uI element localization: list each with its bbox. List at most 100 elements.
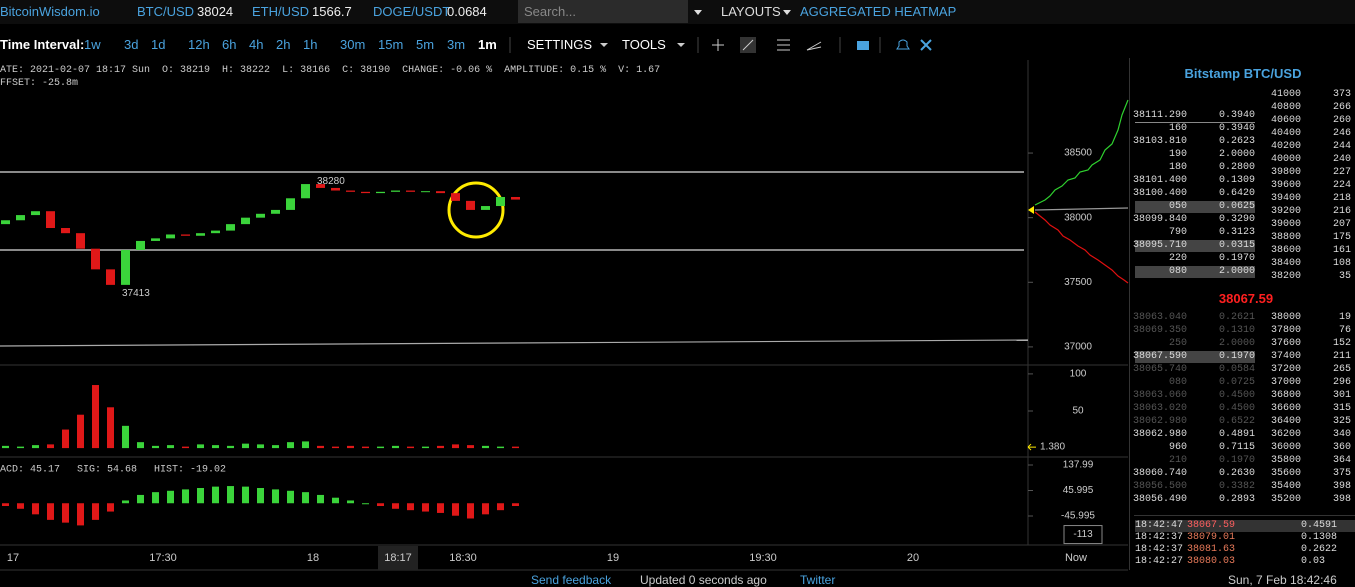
time-label: 17 xyxy=(7,552,19,564)
level-price: 40000 xyxy=(1271,154,1302,165)
candle xyxy=(226,224,235,231)
candle xyxy=(436,191,445,194)
level-count: 19 xyxy=(1338,312,1351,323)
interval-option[interactable]: 2h xyxy=(276,37,291,52)
level-row: 38000 19 xyxy=(1135,312,1355,324)
bid-row: 38062.980 0.6522 xyxy=(1133,416,1355,428)
level-row: 36000 360 xyxy=(1135,442,1355,454)
level-price: 40600 xyxy=(1271,115,1302,126)
level-price: 39800 xyxy=(1271,167,1302,178)
trade-time: 18:42:27 xyxy=(1135,556,1184,567)
bid-amount: 0.4891 xyxy=(1218,429,1255,440)
macd-hist-bar xyxy=(182,489,189,504)
ask-price: 220 xyxy=(1168,253,1187,264)
macd-current-box xyxy=(1063,525,1103,545)
tools-menu[interactable]: TOOLS xyxy=(622,37,666,52)
interval-option[interactable]: 12h xyxy=(188,37,210,52)
menu-icons xyxy=(694,10,791,15)
candle xyxy=(16,215,25,221)
level-count: 218 xyxy=(1332,193,1351,204)
interval-option[interactable]: 1m xyxy=(478,37,497,52)
interval-option[interactable]: 1h xyxy=(303,37,318,52)
info-item: L: 38166 xyxy=(282,65,331,76)
level-count: 227 xyxy=(1332,167,1351,178)
trade-time: 18:42:37 xyxy=(1135,532,1184,543)
interval-option[interactable]: 5m xyxy=(416,37,435,52)
ticker-pair[interactable]: BTC/USD xyxy=(137,4,195,19)
volume-bar xyxy=(407,446,414,449)
now-label: Now xyxy=(1065,552,1087,564)
layouts-menu[interactable]: LAYOUTS xyxy=(721,4,781,19)
level-count: 35 xyxy=(1338,271,1351,282)
level-count: 360 xyxy=(1332,442,1351,453)
level-price: 35600 xyxy=(1271,468,1302,479)
volume-bar xyxy=(272,445,279,449)
bid-row: 960 0.7115 xyxy=(1135,442,1355,454)
macd-hist-bar xyxy=(422,503,429,512)
level-row: 37200 265 xyxy=(1135,364,1355,376)
level-count: 211 xyxy=(1332,351,1351,362)
level-row: 37000 296 xyxy=(1135,377,1355,389)
bid-amount: 0.4500 xyxy=(1218,403,1255,414)
twitter-link[interactable]: Twitter xyxy=(800,573,836,587)
feedback-link[interactable]: Send feedback xyxy=(531,573,612,587)
level-row: 35600 375 xyxy=(1135,468,1355,480)
macd-tick-label: -45.995 xyxy=(1061,511,1095,522)
bid-row: 38063.060 0.4500 xyxy=(1133,390,1355,402)
macd-hist-bar xyxy=(302,492,309,504)
ticker-pair[interactable]: DOGE/USDT xyxy=(373,4,451,19)
macd-hist-bar xyxy=(47,503,54,520)
interval-option[interactable]: 3m xyxy=(447,37,466,52)
ask-row: 220 0.1970 xyxy=(1135,253,1355,265)
time-label: 19 xyxy=(607,552,619,564)
ask-row: 080 2.0000 xyxy=(1135,266,1355,278)
trade-time: 18:42:37 xyxy=(1135,544,1184,555)
ask-amount: 0.2623 xyxy=(1218,136,1255,147)
interval-option[interactable]: 3d xyxy=(124,37,139,52)
macd-current-label: -113 xyxy=(1073,529,1093,540)
candle xyxy=(181,234,190,236)
order-book: Bitstamp BTC/USD 38067.59 38111.290 0.394… xyxy=(1129,58,1355,570)
candle xyxy=(376,191,385,194)
settings-menu[interactable]: SETTINGS xyxy=(527,37,593,52)
interval-option[interactable]: 15m xyxy=(378,37,404,52)
interval-option[interactable]: 1d xyxy=(151,37,166,52)
macd-hist-bar xyxy=(92,503,99,520)
level-count: 216 xyxy=(1332,206,1351,217)
level-price: 38000 xyxy=(1271,312,1302,323)
update-status: Updated 0 seconds ago xyxy=(640,573,767,587)
level-price: 38200 xyxy=(1271,271,1302,282)
macd-hist-bar xyxy=(287,490,294,504)
volume-bar xyxy=(437,445,444,449)
candle xyxy=(241,217,250,225)
level-count: 315 xyxy=(1332,403,1351,414)
volume-bar xyxy=(152,445,159,449)
interval-option[interactable]: 4h xyxy=(249,37,264,52)
candle xyxy=(46,211,55,229)
time-label: 18:30 xyxy=(449,552,477,564)
brand[interactable]: BitcoinWisdom.io xyxy=(0,4,100,19)
level-price: 36600 xyxy=(1271,403,1302,414)
interval-option[interactable]: 30m xyxy=(340,37,366,52)
interval-option[interactable]: 6h xyxy=(222,37,237,52)
macd-hist-bar xyxy=(197,488,204,504)
interval-option[interactable]: 1w xyxy=(84,37,101,52)
trade-amount: 0.4591 xyxy=(1301,520,1338,531)
volume-bar xyxy=(287,442,294,449)
y-tick-label: 37000 xyxy=(1064,342,1092,353)
ask-amount: 0.6420 xyxy=(1218,188,1255,199)
search-box[interactable]: Search... xyxy=(518,0,688,23)
level-count: 240 xyxy=(1332,154,1351,165)
bid-amount: 0.3382 xyxy=(1218,481,1255,492)
bid-row: 38067.590 0.1970 xyxy=(1133,351,1355,363)
heatmap-link[interactable]: AGGREGATED HEATMAP xyxy=(800,4,957,19)
bid-amount: 0.1970 xyxy=(1218,455,1255,466)
level-count: 246 xyxy=(1332,128,1351,139)
ticker-pair[interactable]: ETH/USD xyxy=(252,4,310,19)
volume-bar xyxy=(122,425,129,449)
highlight-circle xyxy=(447,181,505,239)
level-count: 244 xyxy=(1332,141,1351,152)
time-label: 19:30 xyxy=(749,552,777,564)
macd-hist-bar xyxy=(407,503,414,511)
